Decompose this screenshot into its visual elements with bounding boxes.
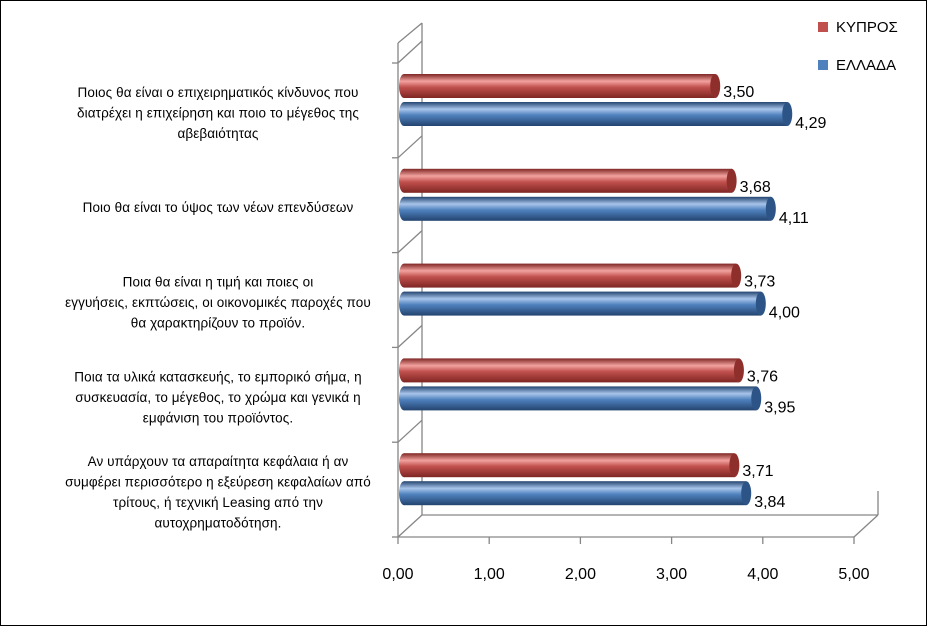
bar-start-cap [399,358,409,383]
category-label: Ποιος θα είναι ο επιχειρηματικός κίνδυνο… [77,85,359,141]
legend-label: ΕΛΛΑΔΑ [836,57,896,74]
value-label: 4,29 [795,115,826,132]
value-label: 3,84 [754,494,785,511]
bar-start-cap [399,386,409,411]
bar-start-cap [399,196,409,221]
value-label: 3,68 [740,179,771,196]
x-tick-label: 4,00 [747,566,778,583]
bar-body [404,196,771,221]
category-depth-line [397,135,423,159]
bar-kypros [399,168,737,193]
bar-body [404,74,716,98]
bar-start-cap [399,74,409,98]
value-label: 3,73 [744,274,775,291]
bar-body [404,386,757,411]
bar-kypros [399,453,740,478]
bar-start-cap [399,263,409,288]
x-tick-labels: 0,00 1,00 2,00 3,00 4,00 5,00 [382,566,869,583]
bar-start-cap [399,102,409,126]
bar-kypros [399,358,744,383]
category-depth-line [397,40,423,64]
bar-body [404,102,788,126]
bar-body [404,358,739,383]
value-label: 3,95 [764,399,795,416]
category-depth-line [397,419,423,443]
category-labels: Ποιος θα είναι ο επιχειρηματικός κίνδυνο… [65,85,371,530]
legend-label: ΚΥΠΡΟΣ [836,19,898,36]
legend-swatch [818,22,828,32]
bar-start-cap [399,481,409,506]
category-label: Αν υπάρχουν τα απαραίτητα κεφάλαια ή αν σ… [65,454,371,530]
category-label: Ποιο θα είναι το ύψος των νέων επενδύσεω… [83,200,354,215]
bar-ellada [399,481,752,506]
x-tick-label: 5,00 [838,566,869,583]
bar-ellada [399,102,793,126]
x-tick-label: 1,00 [474,566,505,583]
bar-ellada [399,196,776,221]
bar-body [404,168,732,193]
bar-start-cap [399,453,409,478]
x-tick-label: 0,00 [382,566,413,583]
bar-start-cap [399,291,409,316]
bar-end-cap [731,263,742,288]
bar-end-cap [765,196,776,221]
category-label: Ποια τα υλικά κατασκευής, το εμπορικό σή… [74,369,361,425]
floor-right-line [853,514,879,538]
bar-end-cap [755,291,766,316]
value-label: 4,11 [779,210,809,227]
bar-kypros [399,263,742,288]
bar-end-cap [782,102,793,126]
legend-swatch [818,60,828,70]
category-depth-line [397,514,423,538]
bar-body [404,263,737,288]
legend: ΚΥΠΡΟΣ ΕΛΛΑΔΑ [818,19,898,74]
value-label: 3,71 [742,463,773,480]
chart-bars [399,74,793,506]
bar-body [404,453,735,478]
depth-line-top [397,22,423,44]
bar-ellada [399,291,766,316]
bar-end-cap [726,168,737,193]
bar-end-cap [729,453,740,478]
category-depth-line [397,324,423,348]
bar-body [404,291,761,316]
bar-body [404,481,747,506]
bar-start-cap [399,168,409,193]
value-labels: 3,50 4,29 3,68 4,11 3,73 4,00 3,76 3,95 3,71 3,84 [723,84,826,511]
category-label: Ποια θα είναι η τιμή και ποιες οι εγγυήσε… [65,275,371,331]
bar-end-cap [710,74,721,98]
x-tick-label: 3,00 [656,566,687,583]
value-label: 3,76 [747,368,778,385]
value-label: 4,00 [769,305,800,322]
bar-end-cap [741,481,752,506]
bar-end-cap [751,386,762,411]
category-depth-line [397,230,423,254]
bar-kypros [399,74,721,98]
x-tick-label: 2,00 [565,566,596,583]
bar-ellada [399,386,762,411]
value-label: 3,50 [723,84,754,101]
bar-end-cap [733,358,744,383]
